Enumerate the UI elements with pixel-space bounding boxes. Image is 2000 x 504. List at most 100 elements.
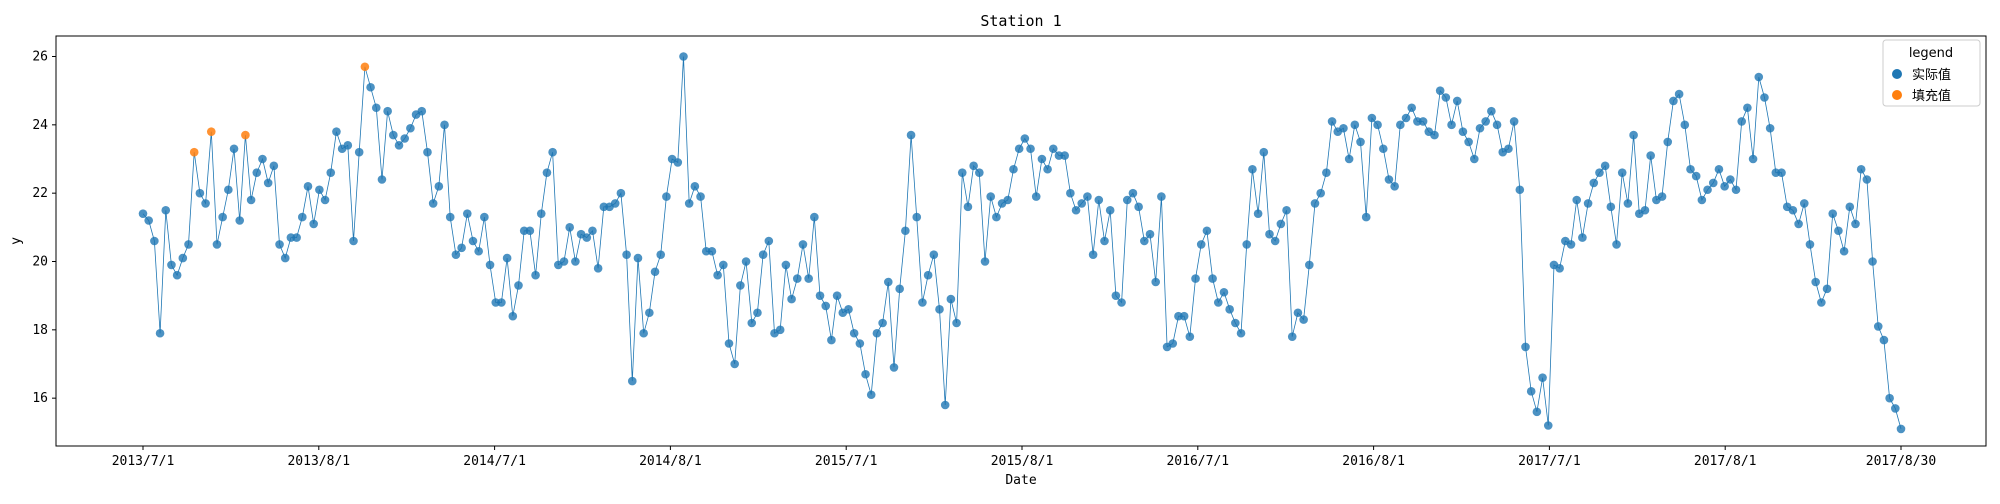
actual-point [263,178,273,188]
actual-point [645,308,654,318]
actual-point [440,120,449,130]
actual-point [1629,130,1638,140]
actual-point [1134,202,1143,212]
legend-title: legend [1909,46,1953,61]
actual-point [656,250,666,259]
actual-point [1612,240,1621,249]
actual-point [781,260,791,270]
actual-point [1538,373,1547,382]
chart-title: Station 1 [980,12,1061,30]
actual-point [878,318,887,328]
actual-point [565,223,574,232]
actual-point [1720,182,1729,191]
actual-point [571,257,580,266]
actual-point [497,298,506,307]
actual-point [150,236,159,246]
actual-point [912,212,922,222]
actual-point [1799,199,1809,208]
actual-point [610,199,620,208]
actual-point [178,253,188,263]
actual-point [975,168,984,177]
actual-point [1390,182,1399,191]
actual-point [1583,199,1593,208]
actual-point [320,195,330,205]
actual-point [536,209,546,218]
actual-point [445,212,455,222]
y-tick-label: 16 [32,391,48,406]
actual-point [1754,72,1764,82]
actual-point [1640,205,1650,215]
filled-point [189,147,199,157]
x-tick-label: 2013/8/1 [287,454,350,469]
actual-point [821,301,831,311]
actual-point [1361,212,1371,222]
actual-point [1458,127,1468,136]
actual-point [1128,188,1138,198]
actual-point [1891,404,1900,413]
actual-point [792,274,802,283]
actual-point [1822,284,1832,294]
actual-point [1219,287,1229,297]
actual-point [1213,298,1223,307]
actual-point [1031,192,1041,201]
actual-point [1606,202,1616,212]
actual-point [474,246,483,256]
actual-point [542,168,552,177]
x-tick-label: 2017/7/1 [1518,454,1581,469]
actual-point [1691,171,1701,181]
actual-point [1492,120,1502,130]
actual-point [1305,260,1314,270]
actual-point [622,250,631,259]
actual-point [1179,311,1189,321]
actual-point [383,106,392,116]
actual-point [673,158,683,167]
actual-point [1680,120,1690,130]
actual-point [155,328,165,338]
actual-point [1236,328,1246,338]
actual-point [1555,264,1564,273]
actual-point [1851,219,1860,229]
actual-point [184,240,193,249]
actual-point [1191,274,1200,283]
actual-point [229,144,239,154]
actual-point [332,127,341,136]
actual-point [1208,274,1217,283]
actual-point [1726,175,1735,184]
y-tick-label: 26 [32,50,48,65]
x-tick-label: 2016/8/1 [1342,454,1405,469]
actual-point [246,195,256,205]
actual-point [457,243,466,253]
actual-point [855,339,865,348]
actual-point [1367,113,1377,123]
actual-point [1339,123,1348,133]
actual-point [1384,175,1394,184]
actual-point [1441,93,1451,102]
actual-point [144,216,153,225]
actual-point [713,270,722,280]
actual-point [861,369,870,379]
actual-point [1157,192,1166,201]
actual-point [1708,178,1718,188]
actual-point [787,294,796,304]
actual-point [1231,318,1240,328]
actual-point [1686,164,1695,174]
actual-point [804,274,813,283]
actual-point [1026,144,1035,154]
x-tick-label: 2017/8/1 [1694,454,1757,469]
actual-point [366,82,375,92]
actual-point [872,328,882,338]
actual-point [764,236,774,246]
actual-point [1356,137,1365,147]
actual-point [1674,89,1684,99]
y-tick-label: 20 [32,255,48,270]
actual-point [1817,298,1826,307]
actual-point [940,400,950,410]
actual-point [1811,277,1820,287]
filled-point [206,127,216,136]
actual-point [451,250,461,259]
y-tick-label: 18 [32,323,48,338]
actual-point [1845,202,1855,212]
actual-point [269,161,279,171]
actual-point [992,212,1001,222]
